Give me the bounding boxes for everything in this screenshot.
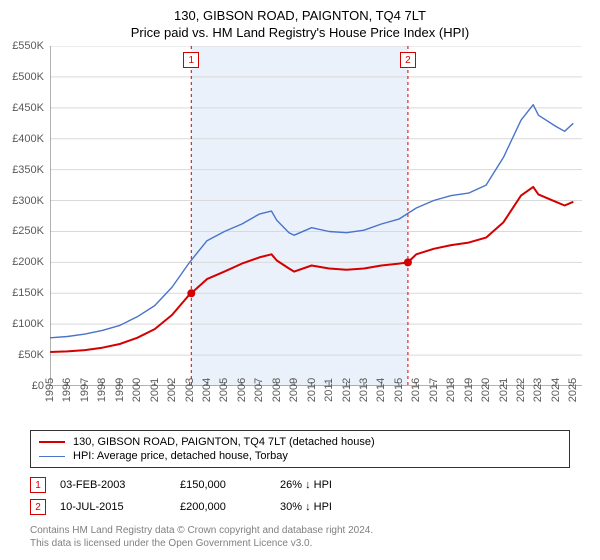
x-tick-label: 2003 (184, 378, 196, 402)
x-tick-label: 2002 (166, 378, 178, 402)
x-tick-label: 2009 (288, 378, 300, 402)
x-tick-label: 2013 (358, 378, 370, 402)
y-tick-label: £350K (12, 164, 44, 176)
y-tick-label: £100K (12, 318, 44, 330)
sale-price: £150,000 (180, 479, 280, 491)
x-tick-label: 2025 (567, 378, 579, 402)
x-tick-label: 2023 (532, 378, 544, 402)
x-tick-label: 1995 (44, 378, 56, 402)
x-tick-label: 2022 (515, 378, 527, 402)
x-axis-labels: 1995199619971998199920002001200220032004… (50, 386, 582, 426)
x-tick-label: 2000 (131, 378, 143, 402)
sale-row: 2 10-JUL-2015£200,00030% ↓ HPI (30, 496, 570, 518)
legend-swatch (39, 456, 65, 457)
sales-table: 1 03-FEB-2003£150,00026% ↓ HPI 2 10-JUL-201… (30, 474, 570, 518)
legend-label: 130, GIBSON ROAD, PAIGNTON, TQ4 7LT (det… (73, 436, 375, 448)
footer-line-2: This data is licensed under the Open Gov… (30, 537, 570, 550)
x-tick-label: 2006 (236, 378, 248, 402)
chart-title: 130, GIBSON ROAD, PAIGNTON, TQ4 7LT (0, 0, 600, 23)
sale-row-badge: 1 (30, 477, 46, 493)
sale-delta: 26% ↓ HPI (280, 479, 400, 491)
sale-delta: 30% ↓ HPI (280, 501, 400, 513)
y-tick-label: £0 (32, 380, 44, 392)
x-tick-label: 2007 (253, 378, 265, 402)
legend-label: HPI: Average price, detached house, Torb… (73, 450, 288, 462)
x-tick-label: 2017 (428, 378, 440, 402)
legend-item: 130, GIBSON ROAD, PAIGNTON, TQ4 7LT (det… (39, 435, 561, 449)
chart-subtitle: Price paid vs. HM Land Registry's House … (0, 23, 600, 46)
chart-svg (50, 46, 582, 386)
footer-attribution: Contains HM Land Registry data © Crown c… (30, 524, 570, 550)
x-tick-label: 2011 (323, 378, 335, 402)
y-tick-label: £50K (18, 349, 44, 361)
sale-date: 03-FEB-2003 (60, 479, 180, 491)
x-tick-label: 1999 (114, 378, 126, 402)
footer-line-1: Contains HM Land Registry data © Crown c… (30, 524, 570, 537)
sale-price: £200,000 (180, 501, 280, 513)
sale-marker-badge: 1 (183, 52, 199, 68)
x-tick-label: 2021 (498, 378, 510, 402)
legend: 130, GIBSON ROAD, PAIGNTON, TQ4 7LT (det… (30, 430, 570, 468)
y-tick-label: £550K (12, 40, 44, 52)
x-tick-label: 2018 (445, 378, 457, 402)
x-tick-label: 2019 (463, 378, 475, 402)
y-tick-label: £400K (12, 133, 44, 145)
sale-row: 1 03-FEB-2003£150,00026% ↓ HPI (30, 474, 570, 496)
x-tick-label: 2016 (410, 378, 422, 402)
x-tick-label: 2010 (306, 378, 318, 402)
x-tick-label: 2008 (271, 378, 283, 402)
sale-date: 10-JUL-2015 (60, 501, 180, 513)
sale-row-badge: 2 (30, 499, 46, 515)
y-tick-label: £500K (12, 71, 44, 83)
x-tick-label: 1996 (61, 378, 73, 402)
y-tick-label: £200K (12, 256, 44, 268)
y-tick-label: £250K (12, 225, 44, 237)
x-tick-label: 1997 (79, 378, 91, 402)
x-tick-label: 2005 (218, 378, 230, 402)
y-tick-label: £300K (12, 195, 44, 207)
sale-marker-badge: 2 (400, 52, 416, 68)
x-tick-label: 2024 (550, 378, 562, 402)
x-tick-label: 2020 (480, 378, 492, 402)
plot-area: 12 (50, 46, 582, 386)
x-tick-label: 2001 (149, 378, 161, 402)
y-tick-label: £150K (12, 287, 44, 299)
chart-container: 130, GIBSON ROAD, PAIGNTON, TQ4 7LT Pric… (0, 0, 600, 550)
x-tick-label: 2015 (393, 378, 405, 402)
y-tick-label: £450K (12, 102, 44, 114)
legend-item: HPI: Average price, detached house, Torb… (39, 449, 561, 463)
x-tick-label: 1998 (96, 378, 108, 402)
y-axis-labels: £0£50K£100K£150K£200K£250K£300K£350K£400… (0, 46, 48, 386)
x-tick-label: 2004 (201, 378, 213, 402)
x-tick-label: 2014 (375, 378, 387, 402)
x-tick-label: 2012 (341, 378, 353, 402)
legend-swatch (39, 441, 65, 443)
